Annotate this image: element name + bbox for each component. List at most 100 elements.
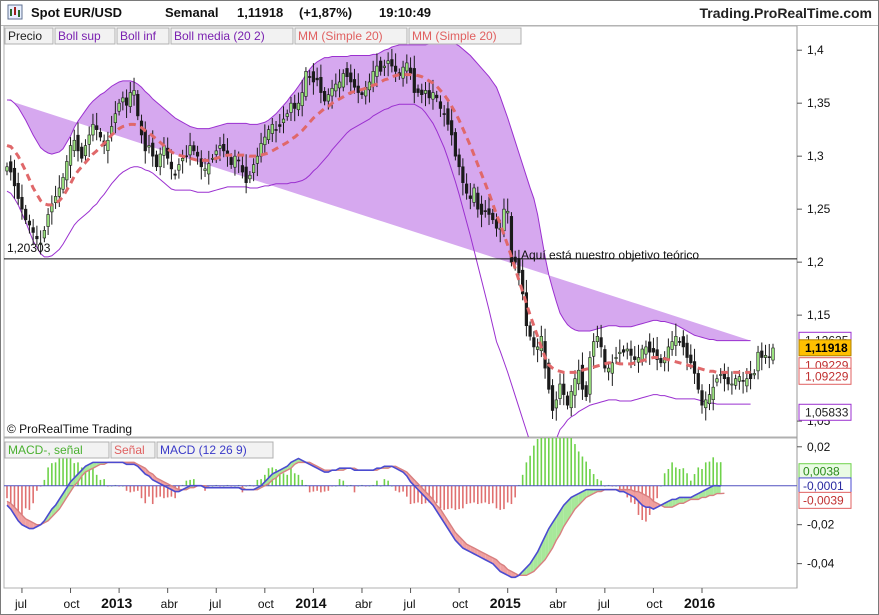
candle-body — [24, 208, 28, 221]
clock-time: 19:10:49 — [379, 5, 432, 20]
legend-mm-2[interactable] — [408, 27, 522, 45]
macd-signal-fill — [268, 474, 273, 484]
bollinger-band-fill — [7, 41, 751, 341]
macd-histogram-bar — [708, 461, 711, 486]
chart-icon[interactable] — [7, 4, 23, 23]
macd-histogram-bar — [432, 485, 434, 505]
x-tick-label: oct — [64, 597, 81, 611]
candle-body — [651, 348, 656, 353]
price-plot — [4, 41, 797, 437]
candle-body — [618, 351, 622, 355]
candle-body — [412, 68, 416, 93]
legend-signal-label: Señal — [114, 443, 145, 457]
macd-histogram-bar — [409, 485, 412, 505]
candle-body — [169, 161, 174, 170]
macd-histogram-bar — [477, 485, 479, 505]
macd-signal-fill — [545, 528, 549, 560]
macd-signal-fill — [459, 536, 463, 549]
candle-body — [767, 356, 771, 358]
macd-histogram-bar — [581, 456, 584, 486]
candle-body — [509, 216, 514, 263]
macd-signal-fill — [294, 458, 299, 465]
macd-histogram-bar — [480, 485, 483, 504]
macd-histogram-bar — [574, 444, 576, 486]
legend-boll-sup[interactable] — [54, 27, 116, 45]
candle-body — [304, 71, 308, 97]
candle-body — [554, 399, 558, 409]
macd-histogram-bar — [570, 438, 573, 486]
macd-signal-fill — [548, 522, 553, 554]
candle-body — [252, 164, 256, 174]
price-y-tick-label: 1,15 — [807, 308, 831, 322]
candle-body — [91, 124, 95, 136]
candle-body — [113, 113, 117, 123]
candle-body — [356, 85, 360, 93]
macd-histogram-bar — [36, 485, 38, 491]
macd-histogram-bar — [282, 473, 285, 486]
macd-histogram-bar — [47, 467, 49, 486]
candle-body — [349, 72, 353, 83]
legend-boll-media[interactable] — [170, 27, 294, 45]
candle-body — [237, 159, 241, 162]
macd-histogram-bar — [420, 485, 423, 505]
candle-body — [106, 139, 110, 151]
candle-body — [352, 79, 357, 88]
candle-body — [674, 336, 678, 346]
macd-histogram-bar — [619, 485, 621, 491]
candle-body — [483, 210, 487, 212]
candle-body — [666, 346, 670, 360]
candle-body — [76, 134, 80, 152]
macd-histogram-bar — [488, 485, 490, 505]
x-tick-label: jul — [403, 597, 416, 611]
macd-histogram-bar — [144, 485, 147, 504]
macd-signal-fill — [492, 557, 497, 568]
macd-histogram-bar — [185, 480, 188, 486]
candle-body — [143, 129, 147, 152]
macd-histogram-bar — [428, 485, 431, 503]
macd-y-tick-label: 0,02 — [807, 440, 831, 454]
support-line-label: 1,20303 — [7, 241, 51, 255]
macd-histogram-bar — [540, 438, 543, 486]
legend-boll-inf[interactable] — [116, 27, 170, 45]
macd-histogram-bar — [125, 485, 128, 491]
candle-body — [621, 349, 626, 353]
legend-precio[interactable] — [4, 27, 54, 45]
candle-body — [386, 60, 390, 64]
candle-body — [39, 242, 43, 245]
legend-signal[interactable] — [110, 441, 156, 459]
macd-y-tick-label: -0,02 — [807, 518, 835, 532]
macd-layer — [4, 438, 797, 579]
candle-body — [229, 157, 233, 165]
brand-name[interactable]: Trading.ProRealTime.com — [699, 5, 872, 21]
macd-signal-fill — [713, 485, 717, 496]
macd-histogram-bar — [383, 479, 386, 486]
legend-macd[interactable] — [156, 441, 274, 459]
macd-histogram-bar — [548, 438, 550, 486]
candle-body — [65, 161, 69, 181]
candle-body — [547, 362, 551, 390]
macd-histogram-bar — [166, 485, 169, 498]
macd-histogram-bar — [443, 485, 445, 510]
candle-body — [756, 351, 760, 372]
price-y-tick-label: 1,3 — [807, 149, 824, 163]
macd-histogram-bar — [406, 485, 408, 497]
macd-histogram-bar — [133, 485, 135, 492]
candle-body — [580, 364, 585, 390]
macd-signal-fill — [634, 491, 639, 502]
price-label-sma-text: 1,09229 — [805, 369, 849, 383]
macd-histogram-bar — [439, 485, 442, 509]
macd-signal-fill — [556, 511, 561, 541]
macd-histogram-bar — [701, 468, 703, 486]
macd-histogram-bar — [551, 438, 554, 486]
candle-body — [334, 83, 338, 92]
macd-signal-fill — [451, 526, 456, 541]
macd-histogram-bar — [353, 485, 356, 493]
legend-macd-hist[interactable] — [4, 441, 110, 459]
macd-signal-fill — [503, 565, 508, 576]
macd-signal-fill — [642, 493, 646, 508]
macd-histogram-bar — [151, 485, 154, 505]
candle-body — [173, 173, 177, 176]
legend-mm-1[interactable] — [294, 27, 408, 45]
candle-body — [308, 76, 312, 78]
